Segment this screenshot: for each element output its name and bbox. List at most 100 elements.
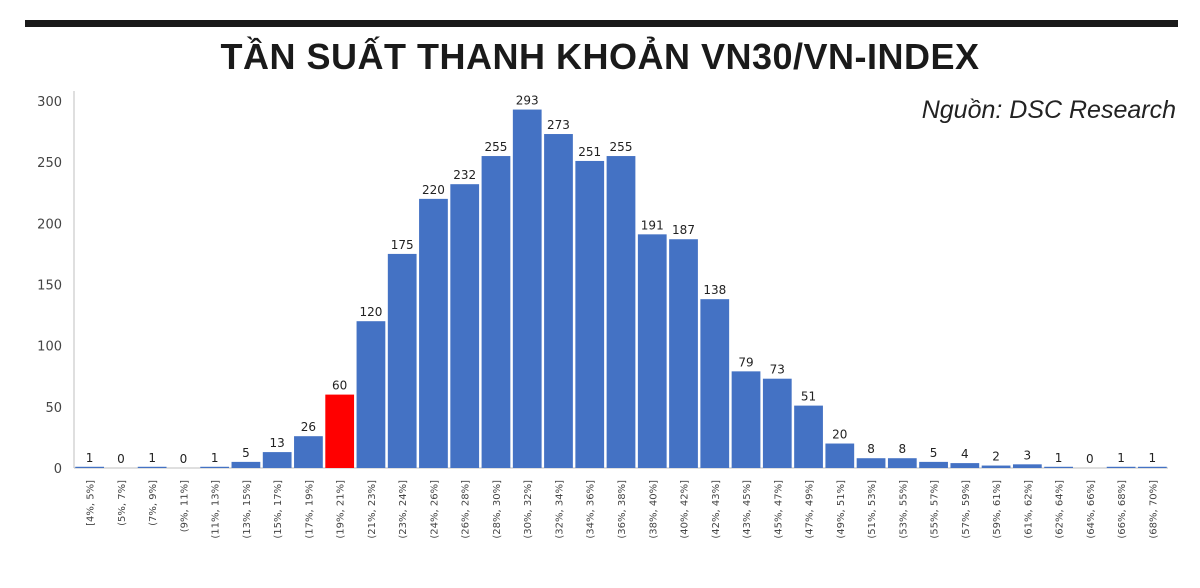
- bar: [762, 378, 792, 468]
- bar: [981, 465, 1011, 468]
- data-label: 0: [180, 452, 188, 466]
- data-label: 1: [1117, 451, 1125, 465]
- x-tick-label: (51%, 53%]: [867, 480, 878, 539]
- bar: [75, 466, 105, 468]
- data-label: 8: [867, 442, 875, 456]
- data-label: 1: [1055, 451, 1063, 465]
- x-tick-label: (49%, 51%]: [836, 480, 847, 539]
- data-label: 4: [961, 447, 969, 461]
- x-tick-label: (45%, 47%]: [773, 480, 784, 539]
- bar: [1044, 466, 1073, 468]
- x-tick-label: (24%, 26%]: [429, 480, 440, 539]
- x-tick-label: (32%, 34%]: [554, 480, 565, 539]
- bar: [575, 160, 605, 468]
- bar: [450, 184, 480, 469]
- data-label: 1: [148, 451, 156, 465]
- x-tick-label: (11%, 13%]: [211, 480, 222, 539]
- x-tick-label: (59%, 61%]: [992, 480, 1003, 539]
- data-label: 26: [301, 420, 316, 434]
- x-tick-label: (34%, 36%]: [586, 480, 597, 539]
- x-tick-label: (62%, 64%]: [1055, 480, 1066, 539]
- x-tick-label: (19%, 21%]: [336, 480, 347, 539]
- y-tick-label: 50: [45, 401, 62, 416]
- bar: [669, 239, 698, 468]
- x-tick-label: (57%, 59%]: [961, 480, 972, 539]
- x-tick-label: (23%, 24%]: [398, 480, 409, 539]
- data-label: 293: [516, 94, 539, 108]
- x-tick-label: (61%, 62%]: [1023, 480, 1034, 539]
- bar: [294, 436, 323, 468]
- x-tick-label: (17%, 19%]: [304, 480, 315, 539]
- x-tick-label: (7%, 9%]: [148, 480, 159, 526]
- bar: [356, 321, 386, 468]
- data-label: 1: [211, 451, 219, 465]
- data-label: 1: [1149, 451, 1157, 465]
- bar: [1012, 464, 1042, 468]
- y-tick-label: 0: [54, 462, 62, 477]
- x-tick-label: (9%, 11%]: [179, 480, 190, 532]
- data-label: 273: [547, 118, 570, 132]
- bar: [512, 109, 542, 469]
- bar: [419, 198, 448, 468]
- data-label: 60: [332, 379, 347, 393]
- data-label: 5: [242, 446, 250, 460]
- bar: [950, 463, 980, 468]
- bar: [825, 443, 855, 468]
- x-tick-label: (42%, 43%]: [711, 480, 722, 539]
- x-tick-label: (26%, 28%]: [461, 480, 472, 539]
- data-label: 220: [422, 183, 445, 197]
- bar: [481, 156, 511, 469]
- data-label: 2: [992, 450, 1000, 464]
- x-tick-label: (53%, 55%]: [898, 480, 909, 539]
- x-tick-label: (21%, 23%]: [367, 480, 378, 539]
- x-tick-label: (28%, 30%]: [492, 480, 503, 539]
- data-label: 20: [832, 428, 847, 442]
- chart-title: TẦN SUẤT THANH KHOẢN VN30/VN-INDEX: [220, 36, 980, 77]
- title-top-rule: [25, 20, 1178, 27]
- x-tick-label: (47%, 49%]: [805, 480, 816, 539]
- x-tick-label: (64%, 66%]: [1086, 480, 1097, 539]
- y-tick-label: 250: [37, 156, 62, 171]
- bar: [887, 458, 917, 468]
- data-label: 13: [270, 436, 285, 450]
- data-label: 120: [359, 305, 382, 319]
- data-label: 138: [703, 283, 726, 297]
- data-label: 191: [641, 218, 664, 232]
- y-tick-label: 150: [37, 279, 62, 294]
- data-label: 73: [770, 363, 785, 377]
- y-tick-label: 300: [37, 95, 62, 110]
- x-tick-label: (15%, 17%]: [273, 480, 284, 539]
- bar: [231, 461, 261, 468]
- data-label: 255: [610, 140, 633, 154]
- x-tick-label: (68%, 70%]: [1148, 480, 1159, 539]
- y-tick-label: 200: [37, 217, 62, 232]
- x-tick-label: (13%, 15%]: [242, 480, 253, 539]
- bar: [919, 461, 948, 468]
- x-tick-label: (36%, 38%]: [617, 480, 628, 539]
- bar: [637, 234, 667, 468]
- data-label: 8: [898, 442, 906, 456]
- bar: [325, 394, 355, 468]
- bar: [200, 466, 230, 468]
- data-label: 5: [930, 446, 938, 460]
- x-tick-label: (66%, 68%]: [1117, 480, 1128, 539]
- bar: [1106, 466, 1136, 468]
- data-label: 232: [453, 168, 476, 182]
- bar: [1137, 466, 1167, 468]
- x-tick-label: (40%, 42%]: [680, 480, 691, 539]
- bar: [794, 405, 823, 468]
- x-tick-label: (5%, 7%]: [117, 480, 128, 526]
- data-label: 79: [738, 355, 753, 369]
- data-label: 1: [86, 451, 94, 465]
- bar: [856, 458, 886, 468]
- data-label: 0: [1086, 452, 1094, 466]
- data-label: 51: [801, 390, 816, 404]
- x-tick-label: [4%, 5%]: [86, 480, 97, 526]
- bar: [731, 371, 761, 468]
- data-label: 255: [485, 140, 508, 154]
- bar: [606, 156, 636, 469]
- chart-source: Nguồn: DSC Research: [921, 96, 1176, 124]
- data-label: 187: [672, 223, 695, 237]
- bar: [137, 466, 167, 468]
